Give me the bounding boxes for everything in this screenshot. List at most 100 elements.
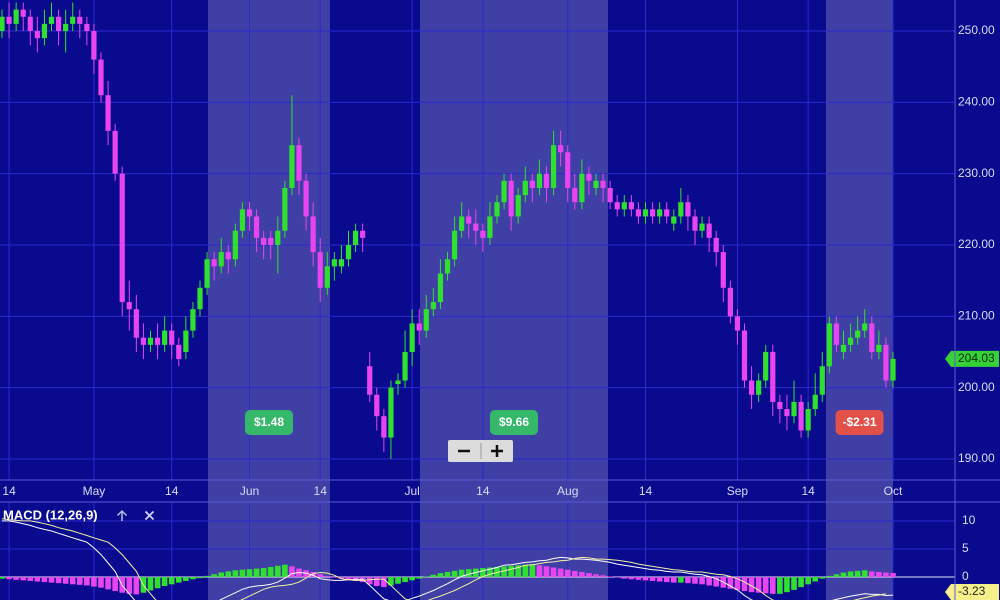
candle-body: [593, 180, 599, 188]
histogram-bar: [579, 571, 585, 578]
labels: $1.48 $9.66 -$2.31 190.00 200.00 210.00 220.00…: [2, 23, 999, 600]
histogram-bar: [267, 566, 274, 578]
histogram-bar: [868, 571, 875, 578]
histogram-bar: [586, 573, 592, 578]
histogram-bar: [741, 577, 748, 592]
histogram-bar: [211, 574, 217, 578]
candle-body: [388, 387, 394, 438]
candle-body: [756, 380, 762, 395]
candle-body: [55, 16, 62, 32]
histogram-bar: [6, 577, 12, 580]
histogram-bar: [777, 577, 783, 594]
histogram-bar: [550, 567, 557, 578]
candle-body: [812, 394, 818, 410]
candle-body: [791, 401, 797, 417]
histogram-bar: [480, 568, 486, 578]
candle-body: [847, 337, 854, 345]
histogram-bar: [373, 577, 380, 586]
highlight-band: [826, 0, 893, 600]
candle-body: [635, 209, 642, 217]
histogram-bar: [183, 577, 189, 581]
histogram-bar: [861, 570, 868, 578]
histogram-bar: [218, 572, 225, 578]
histogram-bar: [430, 574, 437, 578]
macd-tick-label: 10: [962, 513, 976, 527]
histogram-bar: [819, 577, 826, 579]
histogram-bar: [345, 577, 352, 580]
candle-body: [720, 252, 726, 288]
candle-body: [352, 230, 359, 245]
histogram-bar: [678, 577, 684, 583]
histogram-bar: [713, 577, 720, 587]
candle-body: [649, 209, 656, 217]
candle-body: [664, 209, 670, 217]
histogram-bar: [798, 577, 804, 588]
histogram-bar: [381, 577, 387, 588]
candle-body: [239, 209, 246, 231]
histogram-bar: [840, 572, 847, 578]
candle-body: [395, 380, 401, 385]
macd-title: MACD (12,26,9): [3, 507, 98, 522]
candle-body: [855, 330, 861, 338]
histogram-bar: [769, 577, 776, 594]
y-tick-label: 220.00: [958, 237, 995, 251]
histogram-bar: [55, 577, 62, 584]
histogram-bar: [338, 577, 345, 579]
candle-body: [282, 187, 288, 231]
candle-body: [515, 195, 521, 217]
histogram-bar: [310, 571, 316, 578]
candle-body: [0, 16, 5, 32]
highlight-band: [208, 0, 330, 600]
candle-body: [614, 202, 620, 210]
histogram-bar: [402, 577, 408, 583]
histogram-bar: [564, 569, 571, 578]
x-tick-label: Aug: [557, 484, 578, 498]
candle-body: [862, 323, 868, 331]
candle-body: [586, 173, 592, 181]
histogram-bar: [225, 571, 232, 578]
close-icon[interactable]: [144, 510, 155, 521]
histogram-bar: [0, 577, 5, 579]
histogram-bar: [126, 577, 133, 594]
y-tick-label: 190.00: [958, 451, 995, 465]
candle-body: [890, 358, 896, 381]
move-up-icon[interactable]: [116, 509, 128, 521]
candle-body: [607, 187, 613, 203]
macd-line: [2, 520, 894, 600]
y-tick-label: 200.00: [958, 380, 995, 394]
candle-body: [621, 202, 627, 210]
candle-body: [70, 16, 76, 24]
candle-body: [133, 309, 139, 338]
histogram-bar: [833, 574, 840, 578]
candle-body: [162, 330, 168, 345]
x-tick-label: Jul: [404, 484, 419, 498]
candle-body: [367, 366, 373, 395]
candle-body: [338, 259, 345, 267]
candle-body: [706, 223, 712, 238]
y-tick-label: 250.00: [958, 23, 995, 37]
macd-plot: [0, 518, 955, 600]
candle-body: [126, 302, 132, 310]
candle-body: [91, 31, 97, 60]
histogram-bar: [437, 573, 444, 578]
candle-body: [140, 337, 147, 345]
histogram-bar: [112, 577, 118, 592]
annotation-badge: [245, 410, 293, 435]
histogram-bar: [246, 569, 253, 578]
candle-body: [466, 216, 472, 224]
histogram-bar: [734, 577, 741, 590]
candle-body: [784, 409, 790, 417]
candle-body: [232, 230, 238, 260]
histogram-bar: [762, 577, 769, 594]
histogram-bar: [409, 577, 415, 581]
histogram-bar: [515, 565, 522, 578]
histogram-bar: [670, 577, 677, 583]
macd-tick-label: 5: [962, 541, 969, 555]
x-tick-label: 14: [639, 484, 653, 498]
histogram-bar: [41, 577, 48, 583]
histogram-bar: [289, 566, 295, 578]
candle-body: [713, 237, 719, 253]
candle-body: [777, 401, 783, 410]
histogram-bar: [791, 577, 797, 590]
